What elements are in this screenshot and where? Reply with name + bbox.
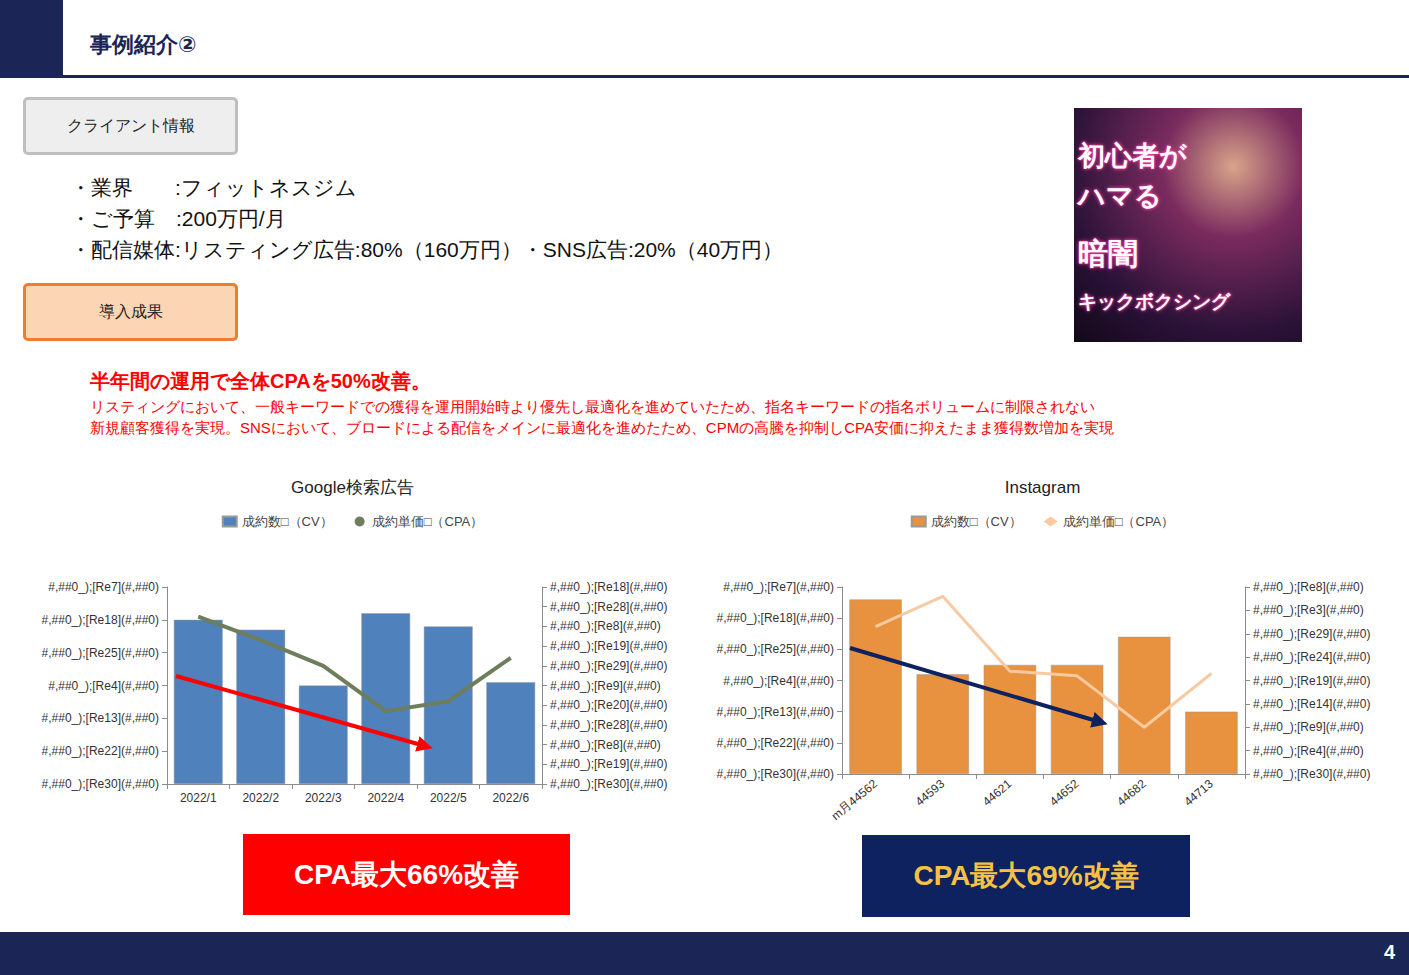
svg-text:#,##0_);[Re29](#,##0): #,##0_);[Re29](#,##0): [550, 659, 667, 673]
svg-text:2022/2: 2022/2: [242, 791, 279, 805]
svg-text:44593: 44593: [913, 776, 948, 808]
svg-text:44682: 44682: [1114, 776, 1149, 808]
svg-text:#,##0_);[Re30](#,##0): #,##0_);[Re30](#,##0): [1253, 767, 1370, 781]
svg-text:#,##0_);[Re8](#,##0): #,##0_);[Re8](#,##0): [550, 738, 661, 752]
svg-text:#,##0_);[Re19](#,##0): #,##0_);[Re19](#,##0): [550, 757, 667, 771]
svg-text:#,##0_);[Re7](#,##0): #,##0_);[Re7](#,##0): [723, 580, 834, 594]
svg-text:#,##0_);[Re8](#,##0): #,##0_);[Re8](#,##0): [1253, 580, 1364, 594]
svg-text:成約単価□（CPA）: 成約単価□（CPA）: [1063, 514, 1175, 529]
svg-text:#,##0_);[Re28](#,##0): #,##0_);[Re28](#,##0): [550, 718, 667, 732]
html-text:リスティングにおいて、一般キーワードでの獲得を運用開始時より: リスティングにおいて、一般キーワードでの獲得を運用開始時より優先し最適化を進めて…: [90, 398, 1095, 415]
svg-text:Google検索広告: Google検索広告: [291, 478, 414, 497]
svg-text:#,##0_);[Re18](#,##0): #,##0_);[Re18](#,##0): [550, 580, 667, 594]
svg-text:44713: 44713: [1181, 776, 1216, 808]
svg-text:成約数□（CV）: 成約数□（CV）: [931, 514, 1022, 529]
svg-text:#,##0_);[Re19](#,##0): #,##0_);[Re19](#,##0): [550, 639, 667, 653]
svg-text:#,##0_);[Re8](#,##0): #,##0_);[Re8](#,##0): [550, 619, 661, 633]
svg-text:#,##0_);[Re28](#,##0): #,##0_);[Re28](#,##0): [550, 600, 667, 614]
html-text:半年間の運用で全体CPAを50%改善。: 半年間の運用で全体CPAを50%改善。: [90, 370, 431, 392]
svg-text:#,##0_);[Re22](#,##0): #,##0_);[Re22](#,##0): [42, 744, 159, 758]
svg-text:#,##0_);[Re4](#,##0): #,##0_);[Re4](#,##0): [723, 674, 834, 688]
svg-text:#,##0_);[Re29](#,##0): #,##0_);[Re29](#,##0): [1253, 627, 1370, 641]
svg-text:44652: 44652: [1047, 776, 1082, 808]
html-text:クライアント情報: クライアント情報: [66, 116, 195, 134]
svg-text:#,##0_);[Re18](#,##0): #,##0_);[Re18](#,##0): [42, 613, 159, 627]
svg-text:#,##0_);[Re19](#,##0): #,##0_);[Re19](#,##0): [1253, 674, 1370, 688]
html-text:・業界 :フィットネスジム: ・業界 :フィットネスジム: [70, 176, 357, 199]
html-text:キックボクシング: キックボクシング: [1078, 291, 1230, 312]
svg-text:2022/3: 2022/3: [305, 791, 342, 805]
svg-text:#,##0_);[Re18](#,##0): #,##0_);[Re18](#,##0): [717, 611, 834, 625]
html-text:ハマる: ハマる: [1078, 181, 1162, 211]
html-text:・配信媒体:リスティング広告:80%（160万円）・SNS広: ・配信媒体:リスティング広告:80%（160万円）・SNS広告:20%（40万円…: [70, 238, 784, 261]
svg-text:2022/6: 2022/6: [492, 791, 529, 805]
svg-text:#,##0_);[Re4](#,##0): #,##0_);[Re4](#,##0): [1253, 744, 1364, 758]
svg-text:#,##0_);[Re25](#,##0): #,##0_);[Re25](#,##0): [717, 642, 834, 656]
html-text:4: 4: [1383, 941, 1395, 963]
html-text:暗闇: 暗闇: [1078, 237, 1138, 270]
html-text:新規顧客獲得を実現。SNSにおいて、ブロードによる配信をメイ: 新規顧客獲得を実現。SNSにおいて、ブロードによる配信をメインに最適化を進めたた…: [90, 419, 1114, 436]
svg-text:#,##0_);[Re30](#,##0): #,##0_);[Re30](#,##0): [717, 767, 834, 781]
svg-text:#,##0_);[Re22](#,##0): #,##0_);[Re22](#,##0): [717, 736, 834, 750]
svg-text:#,##0_);[Re14](#,##0): #,##0_);[Re14](#,##0): [1253, 697, 1370, 711]
svg-text:#,##0_);[Re9](#,##0): #,##0_);[Re9](#,##0): [1253, 720, 1364, 734]
svg-text:Instagram: Instagram: [1005, 478, 1081, 497]
svg-text:2022/4: 2022/4: [367, 791, 404, 805]
svg-text:#,##0_);[Re24](#,##0): #,##0_);[Re24](#,##0): [1253, 650, 1370, 664]
svg-text:成約数□（CV）: 成約数□（CV）: [242, 514, 333, 529]
svg-text:#,##0_);[Re25](#,##0): #,##0_);[Re25](#,##0): [42, 646, 159, 660]
svg-text:#,##0_);[Re4](#,##0): #,##0_);[Re4](#,##0): [48, 679, 159, 693]
svg-text:2022/5: 2022/5: [430, 791, 467, 805]
svg-text:2022/1: 2022/1: [180, 791, 217, 805]
html-text:CPA最大69%改善: CPA最大69%改善: [913, 860, 1139, 891]
svg-text:#,##0_);[Re20](#,##0): #,##0_);[Re20](#,##0): [550, 698, 667, 712]
svg-text:m月44562: m月44562: [829, 776, 881, 823]
html-text:事例紹介②: 事例紹介②: [90, 32, 197, 57]
svg-text:#,##0_);[Re13](#,##0): #,##0_);[Re13](#,##0): [42, 711, 159, 725]
html-text:初心者が: 初心者が: [1078, 141, 1187, 171]
svg-text:#,##0_);[Re30](#,##0): #,##0_);[Re30](#,##0): [550, 777, 667, 791]
svg-text:#,##0_);[Re9](#,##0): #,##0_);[Re9](#,##0): [550, 679, 661, 693]
svg-text:44621: 44621: [980, 776, 1015, 808]
html-text:導入成果: 導入成果: [98, 302, 163, 320]
svg-text:#,##0_);[Re13](#,##0): #,##0_);[Re13](#,##0): [717, 705, 834, 719]
svg-text:成約単価□（CPA）: 成約単価□（CPA）: [372, 514, 484, 529]
svg-text:#,##0_);[Re30](#,##0): #,##0_);[Re30](#,##0): [42, 777, 159, 791]
svg-text:#,##0_);[Re3](#,##0): #,##0_);[Re3](#,##0): [1253, 603, 1364, 617]
html-text:・ご予算 :200万円/月: ・ご予算 :200万円/月: [70, 207, 286, 230]
svg-text:#,##0_);[Re7](#,##0): #,##0_);[Re7](#,##0): [48, 580, 159, 594]
html-text:CPA最大66%改善: CPA最大66%改善: [294, 858, 519, 890]
